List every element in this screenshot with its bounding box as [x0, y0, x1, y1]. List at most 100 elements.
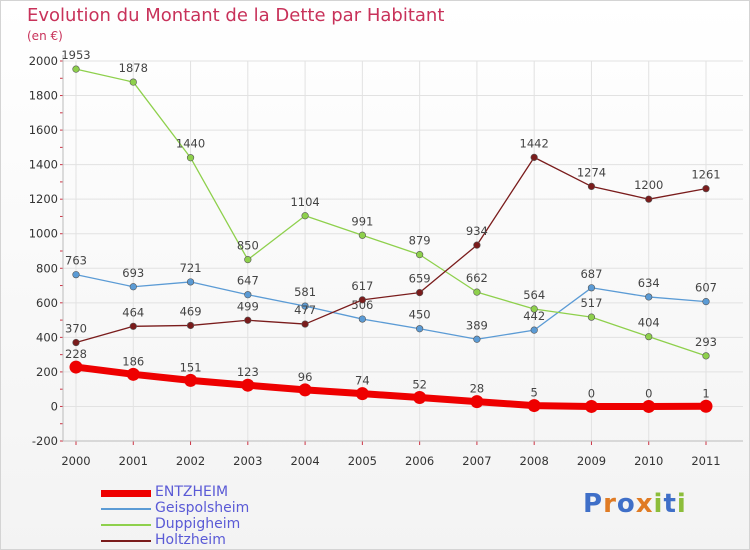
data-label: 1	[702, 386, 709, 400]
y-tick-label: 1400	[29, 158, 58, 172]
data-label: 28	[470, 382, 485, 396]
data-point	[702, 185, 710, 193]
chart-title: Evolution du Montant de la Dette par Hab…	[27, 5, 445, 26]
data-label: 228	[65, 347, 87, 361]
data-point	[358, 315, 366, 323]
legend-swatch	[101, 508, 151, 510]
series-line-holtzheim	[75, 156, 707, 344]
data-point	[527, 399, 541, 413]
data-label: 74	[355, 374, 370, 388]
data-point	[186, 278, 195, 286]
data-point	[298, 383, 312, 397]
data-point	[69, 360, 83, 374]
data-label: 659	[409, 272, 431, 286]
data-point	[416, 251, 424, 259]
logo-letter: i	[676, 489, 687, 519]
data-label: 404	[638, 316, 660, 330]
data-label: 123	[237, 365, 259, 379]
data-point	[473, 335, 481, 343]
x-tick-label: 2007	[462, 454, 491, 468]
data-label: 634	[638, 276, 660, 290]
legend-label: Holtzheim	[155, 532, 226, 548]
data-point	[702, 352, 710, 360]
data-point	[186, 154, 195, 162]
data-label: 721	[180, 261, 202, 275]
data-label: 1440	[176, 137, 205, 151]
data-label: 1442	[520, 136, 549, 150]
data-point	[301, 320, 309, 328]
y-tick-label: 2000	[29, 54, 58, 68]
data-label: 564	[523, 288, 545, 302]
y-tick-label: 1000	[29, 227, 58, 241]
logo-letter: t	[663, 489, 677, 519]
data-label: 151	[180, 360, 202, 374]
data-point	[301, 212, 309, 220]
data-label: 477	[294, 303, 316, 317]
data-point	[530, 326, 538, 334]
data-point	[244, 256, 252, 264]
legend-label: ENTZHEIM	[155, 484, 229, 500]
data-point	[642, 399, 656, 413]
data-label: 96	[298, 370, 313, 384]
data-label: 607	[695, 281, 717, 295]
data-point	[473, 241, 481, 249]
legend-label: Geispolsheim	[155, 500, 250, 516]
y-tick-label: 600	[36, 296, 58, 310]
data-label: 0	[645, 386, 652, 400]
data-label: 662	[466, 271, 488, 285]
data-label: 442	[523, 309, 545, 323]
data-label: 687	[580, 267, 602, 281]
y-tick-label: 200	[36, 365, 58, 379]
data-point	[186, 321, 195, 330]
series-line-duppigheim	[75, 68, 707, 357]
logo-letter: P	[583, 489, 604, 519]
data-label: 499	[237, 299, 259, 313]
data-label: 1200	[634, 178, 663, 192]
data-point	[702, 298, 710, 306]
y-tick-label: 1200	[29, 192, 58, 206]
data-point	[587, 182, 596, 190]
data-point	[184, 373, 198, 387]
chart-unit-label: (en €)	[27, 29, 63, 43]
data-point	[416, 325, 424, 333]
data-point	[244, 316, 252, 324]
x-tick-label: 2010	[634, 454, 663, 468]
data-label: 1261	[691, 168, 720, 182]
data-label: 1953	[61, 48, 90, 62]
data-point	[241, 378, 255, 392]
legend-item: Holtzheim	[101, 532, 401, 549]
data-label: 1274	[577, 165, 606, 179]
data-point	[72, 338, 80, 347]
data-label: 934	[466, 224, 488, 238]
legend-swatch	[101, 524, 151, 526]
x-tick-label: 2000	[61, 454, 90, 468]
legend-item: ENTZHEIM	[101, 484, 401, 501]
y-tick-label: -200	[32, 434, 58, 448]
data-point	[645, 293, 653, 301]
x-tick-label: 2001	[119, 454, 148, 468]
data-point	[645, 195, 653, 203]
y-tick-label: 400	[36, 330, 58, 344]
data-point	[72, 271, 80, 279]
data-point	[587, 284, 596, 292]
data-point	[129, 78, 137, 86]
data-label: 693	[122, 266, 144, 280]
data-label: 991	[351, 214, 373, 228]
proxiti-logo: Proxiti	[583, 489, 687, 519]
data-label: 469	[180, 304, 202, 318]
data-point	[126, 367, 140, 381]
x-tick-label: 2004	[290, 454, 319, 468]
legend-swatch	[101, 489, 151, 497]
data-point	[129, 322, 137, 330]
data-label: 617	[351, 279, 373, 293]
series-line-geispolsheim	[75, 274, 707, 340]
x-tick-label: 2003	[233, 454, 262, 468]
x-tick-label: 2011	[691, 454, 720, 468]
data-point	[244, 291, 252, 299]
logo-letter: r	[603, 489, 617, 519]
legend-label: Duppigheim	[155, 516, 241, 532]
series-line-entzheim	[72, 363, 710, 410]
y-tick-label: 800	[36, 261, 58, 275]
data-point	[72, 65, 80, 73]
